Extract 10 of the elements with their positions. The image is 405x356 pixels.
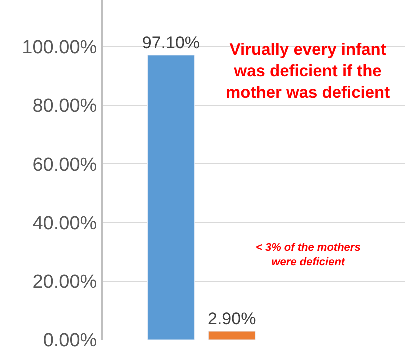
y-tick-label: 100.00% [22,38,98,59]
y-tick-label: 40.00% [32,213,98,234]
y-tick-label: 80.00% [32,96,98,118]
data-label: 97.10% [142,33,200,52]
annotation: Virually every infant was deficient if the mother was deficient [226,41,391,102]
annotation: < 3% of the mothers were deficient [256,242,361,268]
y-tick-label: 0.00% [43,330,98,352]
y-tick-label: 60.00% [32,154,98,176]
y-tick-label: 20.00% [32,272,98,294]
data-label: 2.90% [208,310,256,328]
